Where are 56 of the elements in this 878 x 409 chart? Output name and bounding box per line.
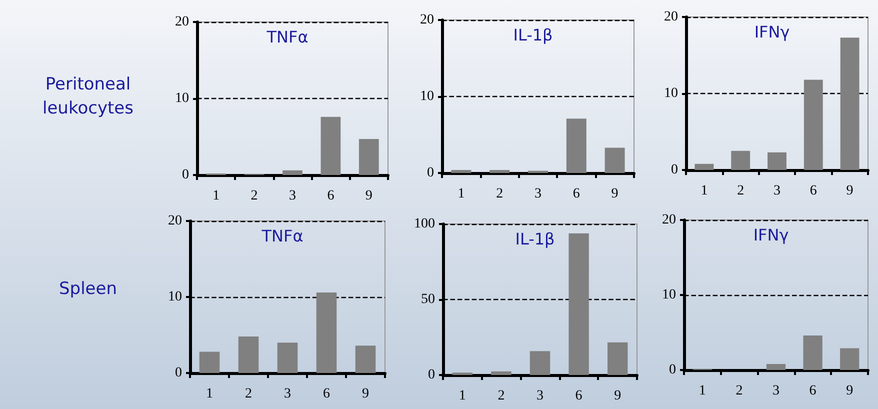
- text: Peritoneal leukocytes: [42, 74, 134, 118]
- y-tick-label: 0: [428, 368, 435, 382]
- x-tick-label: 3: [536, 388, 544, 404]
- x-tick-label: 9: [846, 384, 854, 398]
- x-tick-label: 1: [700, 184, 708, 198]
- x-tick-label: 6: [575, 388, 582, 404]
- y-tick-label: 20: [168, 214, 182, 228]
- x-tick-label: 3: [774, 184, 780, 198]
- chart-title: TNFα: [260, 226, 304, 246]
- x-tick-label: 3: [772, 384, 780, 398]
- x-tick-label: 2: [250, 188, 258, 204]
- x-tick-label: 2: [498, 388, 505, 404]
- y-tick-label: 10: [420, 89, 434, 104]
- y-tick-label: 10: [662, 288, 676, 302]
- x-tick-label: 3: [289, 188, 296, 204]
- y-tick-label: 10: [175, 91, 189, 106]
- y-tick-label: 0: [671, 162, 678, 178]
- y-tick-label: 0: [182, 168, 189, 182]
- x-tick-label: 6: [810, 184, 817, 198]
- x-tick-label: 3: [284, 386, 291, 402]
- x-tick-label: 9: [362, 386, 369, 402]
- y-tick-label: 10: [664, 86, 678, 101]
- x-tick-label: 6: [327, 188, 334, 204]
- chart-title: TNFα: [266, 28, 308, 46]
- x-tick-label: 9: [611, 186, 618, 202]
- x-tick-label: 9: [365, 188, 372, 204]
- y-tick-label: 0: [175, 366, 182, 380]
- x-tick-label: 2: [496, 186, 504, 202]
- x-tick-label: 6: [323, 386, 330, 402]
- y-tick-label: 20: [664, 10, 678, 24]
- x-tick-label: 2: [245, 386, 252, 402]
- x-tick-label: 6: [572, 186, 580, 202]
- chart-title: IL-1β: [513, 26, 553, 44]
- y-tick-label: 50: [421, 292, 435, 307]
- x-tick-label: 1: [206, 386, 213, 402]
- y-tick-label: 0: [427, 166, 434, 180]
- y-tick-label: 20: [175, 14, 189, 30]
- x-tick-label: 6: [809, 384, 816, 398]
- x-tick-label: 9: [846, 184, 854, 198]
- x-tick-label: 1: [698, 384, 706, 398]
- chart-title: IFNγ: [754, 22, 790, 42]
- x-tick-label: 1: [212, 188, 220, 204]
- x-tick-label: 9: [614, 388, 622, 404]
- x-tick-label: 2: [736, 384, 743, 398]
- x-tick-label: 2: [737, 184, 744, 198]
- x-tick-label: 1: [458, 186, 465, 202]
- x-tick-label: 3: [534, 186, 542, 202]
- y-tick-label: 10: [168, 290, 182, 304]
- y-tick-label: 100: [414, 216, 435, 232]
- text: Spleen: [59, 278, 117, 299]
- y-tick-label: 0: [669, 362, 676, 378]
- x-tick-label: 1: [458, 388, 466, 404]
- chart-title: IL-1β: [515, 230, 555, 248]
- y-tick-label: 20: [420, 12, 434, 28]
- chart-title: IFNγ: [753, 226, 789, 244]
- y-tick-label: 20: [662, 212, 676, 228]
